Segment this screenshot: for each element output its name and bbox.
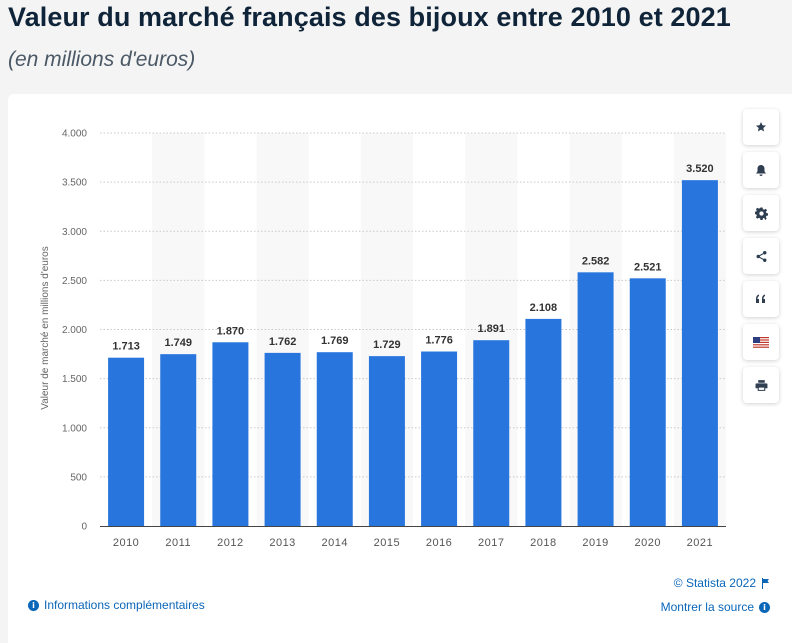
language-button[interactable] — [743, 324, 779, 360]
gear-icon — [754, 207, 768, 220]
bar[interactable] — [160, 354, 197, 526]
bar[interactable] — [316, 352, 353, 526]
y-tick-label: 4.000 — [62, 129, 87, 140]
data-label: 1.891 — [477, 323, 505, 335]
print-button[interactable] — [743, 367, 779, 403]
y-tick-label: 3.000 — [62, 227, 87, 238]
x-tick-label: 2019 — [582, 537, 608, 549]
page-subtitle: (en millions d'euros) — [8, 48, 196, 71]
bar[interactable] — [108, 357, 145, 526]
x-tick-label: 2017 — [478, 537, 504, 549]
bar[interactable] — [473, 340, 510, 526]
share-button[interactable] — [743, 238, 779, 274]
x-tick-label: 2012 — [217, 537, 243, 549]
info-icon: i — [28, 599, 39, 611]
bar[interactable] — [368, 356, 405, 526]
show-source-link[interactable]: Montrer la source i — [661, 600, 770, 614]
x-tick-label: 2010 — [113, 537, 139, 549]
quote-icon — [756, 294, 765, 303]
bar-chart: 1.713 1.749 1.870 1.762 1.769 1.729 1.776 1.891… — [40, 129, 726, 549]
y-tick-label: 2.500 — [62, 276, 87, 287]
star-icon — [756, 122, 766, 132]
bar[interactable] — [264, 352, 301, 526]
x-tick-label: 2016 — [426, 537, 452, 549]
chart-card: 1.713 1.749 1.870 1.762 1.769 1.729 1.776 1.891… — [8, 94, 792, 643]
data-label: 1.762 — [269, 336, 297, 348]
printer-icon — [755, 379, 767, 391]
x-tick-label: 2013 — [269, 537, 295, 549]
bar[interactable] — [421, 351, 458, 526]
data-label: 1.769 — [321, 335, 349, 347]
y-tick-label: 1.500 — [62, 374, 87, 385]
data-label: 1.713 — [112, 341, 140, 353]
y-tick-label: 3.500 — [62, 178, 87, 189]
x-tick-label: 2018 — [530, 537, 556, 549]
data-label: 1.749 — [164, 337, 192, 349]
settings-button[interactable] — [743, 195, 779, 231]
data-label: 1.870 — [217, 325, 245, 337]
more-info-text: Informations complémentaires — [44, 598, 205, 612]
us-flag-icon — [753, 336, 769, 348]
bar[interactable] — [681, 180, 718, 526]
y-tick-label: 2.000 — [62, 325, 87, 336]
x-tick-label: 2014 — [322, 537, 348, 549]
data-label: 2.521 — [634, 261, 662, 273]
favorite-button[interactable] — [743, 109, 779, 145]
x-tick-label: 2015 — [374, 537, 400, 549]
bar[interactable] — [212, 342, 249, 526]
data-label: 2.108 — [530, 302, 558, 314]
info-icon: i — [759, 601, 770, 613]
alert-button[interactable] — [743, 152, 779, 188]
show-source-text: Montrer la source — [660, 600, 754, 614]
bar[interactable] — [629, 278, 666, 526]
data-label: 1.729 — [373, 339, 401, 351]
statista-credit[interactable]: © Statista 2022 — [674, 576, 770, 590]
data-label: 3.520 — [686, 163, 714, 175]
y-tick-label: 0 — [81, 522, 87, 533]
cite-button[interactable] — [743, 281, 779, 317]
more-info-link[interactable]: i Informations complémentaires — [28, 598, 205, 612]
y-tick-label: 500 — [70, 472, 87, 483]
data-label: 1.776 — [425, 335, 453, 347]
y-axis-title: Valeur de marché en millions d'euros — [40, 246, 51, 409]
share-icon — [756, 250, 766, 262]
bar[interactable] — [577, 272, 614, 526]
credit-text: © Statista 2022 — [673, 576, 756, 590]
x-tick-label: 2020 — [635, 537, 661, 549]
chart-toolbar — [743, 109, 779, 410]
bell-icon — [756, 164, 766, 176]
data-label: 2.582 — [582, 255, 610, 267]
x-tick-label: 2021 — [687, 537, 713, 549]
y-tick-label: 1.000 — [62, 423, 87, 434]
page-title: Valeur du marché français des bijoux ent… — [8, 2, 731, 32]
x-tick-label: 2011 — [165, 537, 191, 549]
flag-icon — [762, 577, 769, 589]
bar[interactable] — [525, 318, 562, 526]
